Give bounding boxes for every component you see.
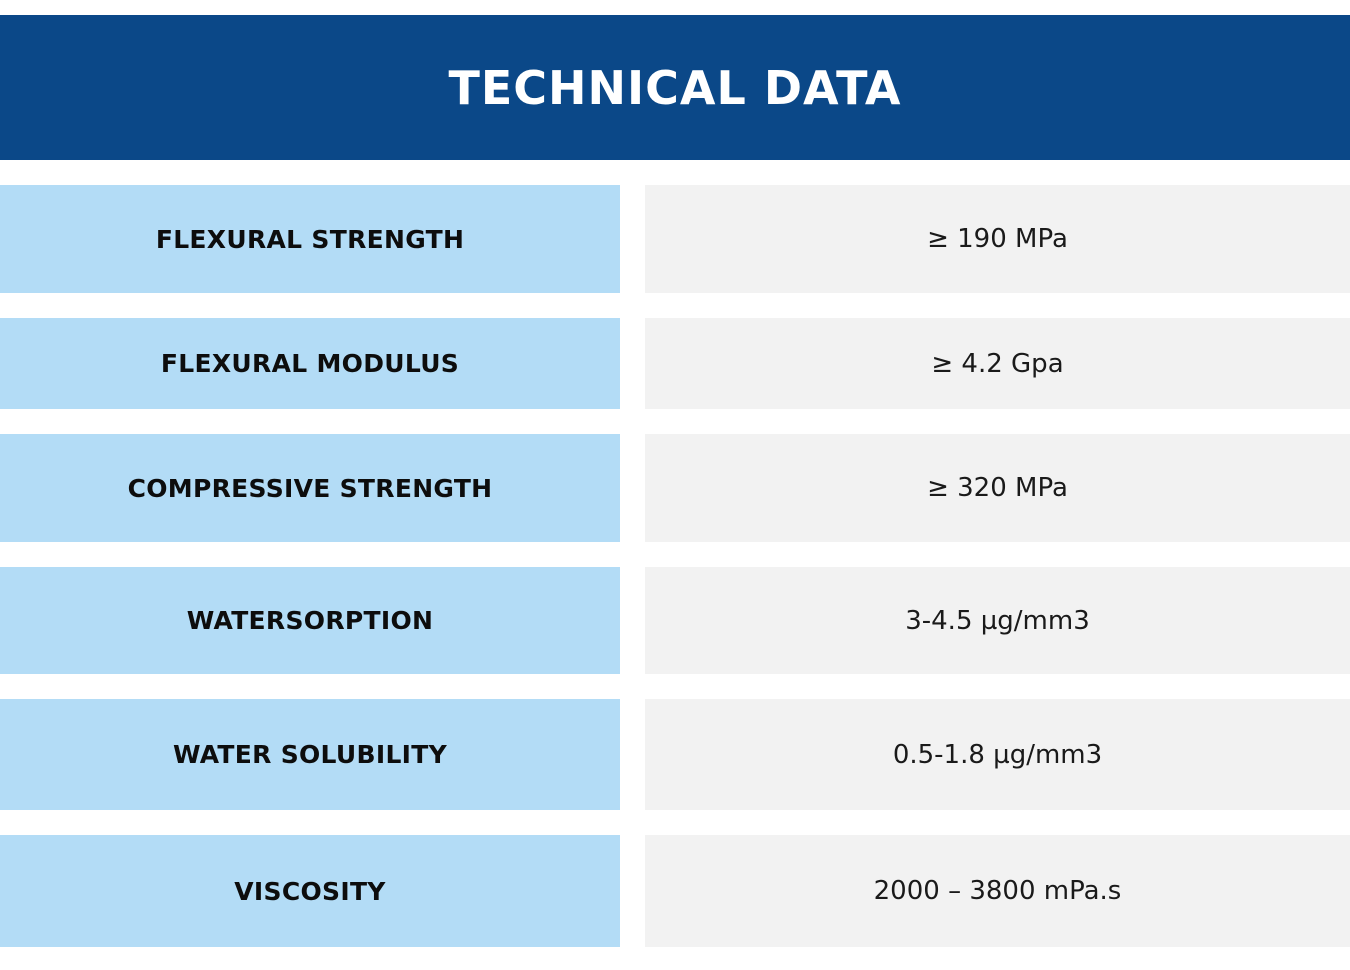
property-label: VISCOSITY	[234, 876, 386, 906]
property-label-cell: FLEXURAL STRENGTH	[0, 185, 620, 293]
table-row: COMPRESSIVE STRENGTH ≥ 320 MPa	[0, 434, 1350, 542]
property-value: ≥ 190 MPa	[927, 224, 1068, 254]
property-label: WATERSORPTION	[186, 606, 434, 635]
property-value: ≥ 4.2 Gpa	[931, 348, 1064, 379]
property-value-cell: 0.5-1.8 µg/mm3	[645, 699, 1350, 810]
property-value-cell: 3-4.5 µg/mm3	[645, 567, 1350, 674]
property-value: 3-4.5 µg/mm3	[905, 605, 1090, 636]
table-row: FLEXURAL STRENGTH ≥ 190 MPa	[0, 185, 1350, 293]
header-banner: TECHNICAL DATA	[0, 15, 1350, 160]
table-row: VISCOSITY 2000 – 3800 mPa.s	[0, 835, 1350, 947]
table-row: WATERSORPTION 3-4.5 µg/mm3	[0, 567, 1350, 674]
property-label-cell: VISCOSITY	[0, 835, 620, 947]
property-label-cell: COMPRESSIVE STRENGTH	[0, 434, 620, 542]
property-value-cell: ≥ 190 MPa	[645, 185, 1350, 293]
property-label: FLEXURAL MODULUS	[160, 349, 460, 378]
property-value: 2000 – 3800 mPa.s	[873, 876, 1122, 906]
property-label-cell: WATER SOLUBILITY	[0, 699, 620, 810]
property-value: ≥ 320 MPa	[927, 473, 1068, 503]
table-row: FLEXURAL MODULUS ≥ 4.2 Gpa	[0, 318, 1350, 409]
property-label: WATER SOLUBILITY	[172, 740, 448, 769]
property-label: COMPRESSIVE STRENGTH	[127, 473, 493, 503]
property-label-cell: WATERSORPTION	[0, 567, 620, 674]
property-value: 0.5-1.8 µg/mm3	[892, 739, 1103, 770]
property-label-cell: FLEXURAL MODULUS	[0, 318, 620, 409]
property-value-cell: 2000 – 3800 mPa.s	[645, 835, 1350, 947]
page-title: TECHNICAL DATA	[448, 60, 902, 115]
table-row: WATER SOLUBILITY 0.5-1.8 µg/mm3	[0, 699, 1350, 810]
property-value-cell: ≥ 320 MPa	[645, 434, 1350, 542]
property-label: FLEXURAL STRENGTH	[155, 224, 465, 254]
property-value-cell: ≥ 4.2 Gpa	[645, 318, 1350, 409]
